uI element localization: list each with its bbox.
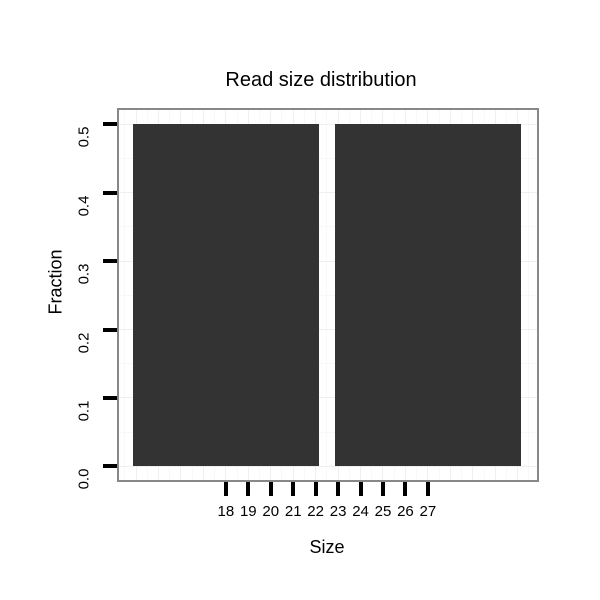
x-tick-label: 23 xyxy=(329,503,347,520)
y-tick-label: 0.2 xyxy=(75,332,93,353)
y-tick-label: 0.4 xyxy=(75,195,93,217)
y-tick-mark xyxy=(103,190,117,195)
x-tick-label: 26 xyxy=(397,503,414,520)
gridline-y-major xyxy=(117,465,539,467)
y-tick-label: 0.0 xyxy=(75,468,93,490)
gridline-y-minor xyxy=(117,294,539,296)
gridline-y-major xyxy=(117,192,539,194)
gridline-y-major xyxy=(117,260,539,262)
x-tick-label: 27 xyxy=(419,503,437,520)
gridline-y-minor xyxy=(117,431,539,433)
x-tick-label: 25 xyxy=(374,503,392,520)
y-tick-mark xyxy=(103,122,117,127)
x-tick-mark xyxy=(313,482,318,496)
x-tick-mark xyxy=(223,482,228,496)
x-tick-label: 19 xyxy=(239,503,257,520)
bar xyxy=(132,124,319,467)
gridline-y-minor xyxy=(117,363,539,365)
plot-panel xyxy=(117,108,539,482)
gridline-y-minor xyxy=(117,226,539,228)
y-axis-title: Fraction xyxy=(45,249,66,315)
x-tick-mark xyxy=(268,482,273,496)
y-tick-mark xyxy=(103,259,117,264)
y-tick-label: 0.3 xyxy=(75,263,93,285)
y-tick-label: 0.1 xyxy=(75,400,93,422)
y-tick-label: 0.5 xyxy=(75,126,93,148)
x-axis-title: Size xyxy=(309,537,345,557)
x-tick-label: 24 xyxy=(352,503,369,520)
x-tick-mark xyxy=(425,482,430,496)
x-tick-label: 22 xyxy=(307,503,324,520)
y-tick-mark xyxy=(103,395,117,400)
y-tick-mark xyxy=(103,464,117,469)
gridline-y-major xyxy=(117,329,539,331)
bar xyxy=(334,124,522,467)
x-tick-mark xyxy=(336,482,341,496)
chart-title: Read size distribution xyxy=(225,69,417,91)
y-tick-mark xyxy=(103,327,117,332)
gridline-y-major xyxy=(117,397,539,399)
x-tick-label: 18 xyxy=(217,503,235,520)
x-tick-label: 20 xyxy=(262,503,280,520)
gridline-y-major xyxy=(117,123,539,125)
x-tick-mark xyxy=(358,482,363,496)
x-tick-mark xyxy=(246,482,251,496)
x-tick-label: 21 xyxy=(284,503,302,520)
x-tick-mark xyxy=(291,482,296,496)
x-tick-mark xyxy=(380,482,385,496)
gridline-y-minor xyxy=(117,158,539,160)
x-tick-mark xyxy=(403,482,408,496)
